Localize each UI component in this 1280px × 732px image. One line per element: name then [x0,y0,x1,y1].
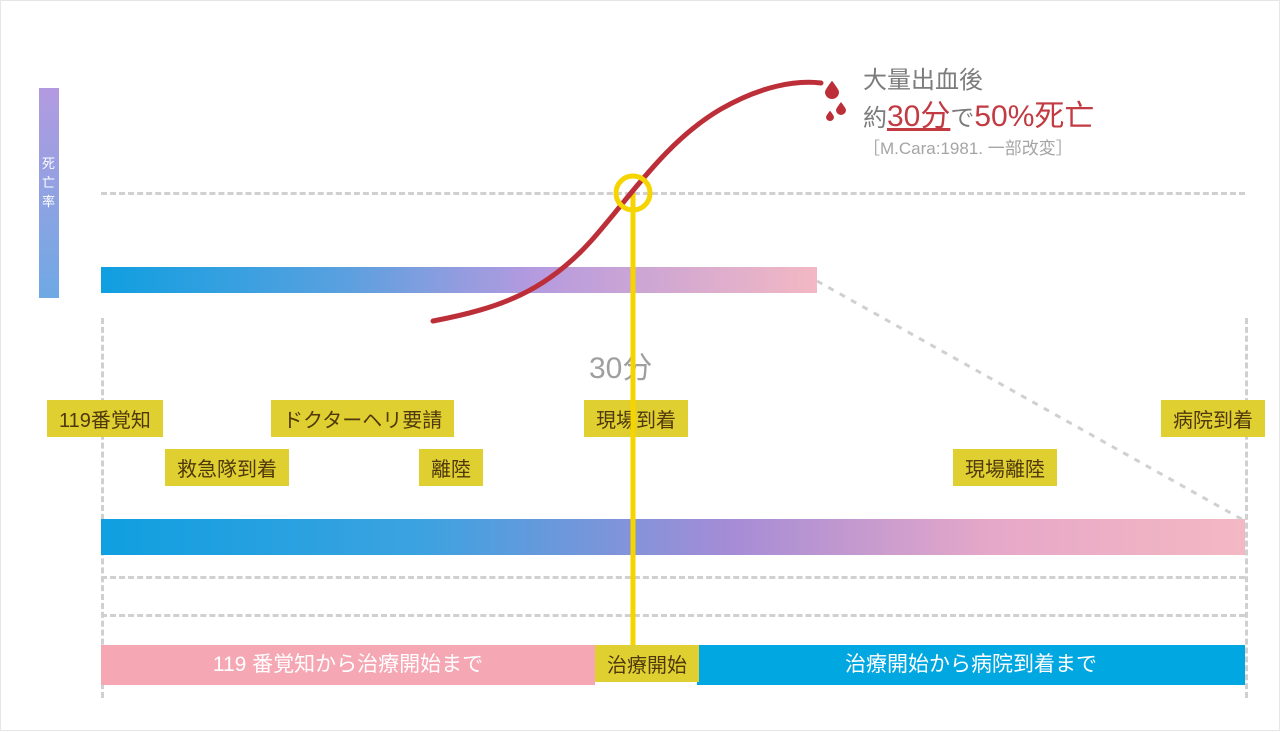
phase-bar-pretreat: 119 番覚知から治療開始まで [101,645,595,685]
dash-h-0 [101,192,1245,195]
annotation-citation: ［M.Cara:1981. 一部改変］ [863,134,1073,159]
ambulance-timeline-bar [101,519,1245,555]
blood-drop-1 [836,102,846,115]
annot-50pct: 50%死亡 [974,100,1094,133]
annot-mid: で [950,105,974,132]
phase-bar-posttreat: 治療開始から病院到着まで [697,645,1245,685]
diagram-canvas: 死亡率 119番覚知 ドクターヘリ要請 現場到着 病院到着 救急隊到着 離陸 現… [0,0,1280,731]
thirty-min-label: 30分 [589,343,652,387]
blood-drop-0 [825,81,839,99]
blood-drop-2 [826,111,834,121]
annot-30min: 30分 [887,100,950,133]
event-tag-119: 119番覚知 [47,400,163,437]
annot-prefix: 約 [863,105,887,132]
event-tag-ambulance-arrival: 救急隊到着 [165,449,289,486]
event-tag-heli-request: ドクターヘリ要請 [271,400,454,437]
dash-v-0 [101,318,104,698]
event-tag-scene-arrival: 現場到着 [584,400,688,437]
helicopter-timeline-bar [101,267,817,293]
event-tag-scene-depart: 現場離陸 [953,449,1057,486]
event-tag-treatment-start: 治療開始 [595,645,699,682]
annotation-line1: 大量出血後 [863,60,983,95]
y-axis-label: 死亡率 [39,149,59,214]
dash-v-1 [1245,318,1248,698]
event-tag-takeoff: 離陸 [419,449,483,486]
dash-h-2 [101,614,1245,617]
annotation-line2: 約30分で50%死亡 [863,91,1094,135]
event-tag-hospital-arrival: 病院到着 [1161,400,1265,437]
dash-h-1 [101,576,1245,579]
